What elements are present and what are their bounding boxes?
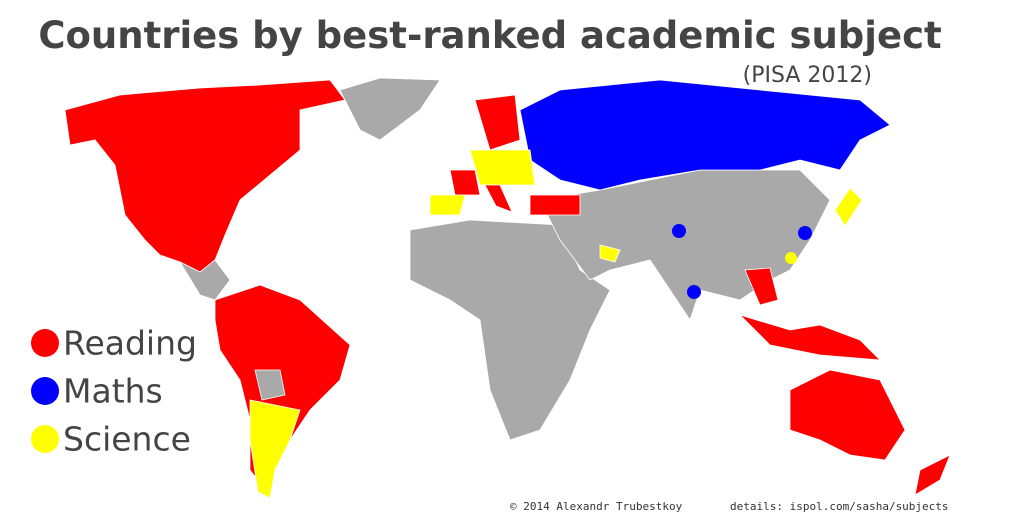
bolivia bbox=[254, 369, 286, 401]
region-dot bbox=[785, 252, 797, 264]
credit: © 2014 Alexandr Trubestkoy bbox=[510, 500, 683, 513]
north-america bbox=[64, 79, 346, 273]
gulf bbox=[599, 244, 621, 263]
france bbox=[449, 169, 481, 196]
legend-marker bbox=[31, 329, 59, 357]
details: details: ispol.com/sasha/subjects bbox=[730, 500, 949, 513]
argentina-chile bbox=[249, 399, 301, 499]
region-dot bbox=[672, 224, 686, 238]
italy bbox=[484, 184, 513, 213]
subtitle: (PISA 2012) bbox=[743, 63, 872, 88]
legend-label: Reading bbox=[63, 324, 197, 363]
scandinavia bbox=[474, 94, 521, 151]
region-dot bbox=[687, 285, 701, 299]
australia bbox=[789, 369, 906, 461]
title: Countries by best-ranked academic subjec… bbox=[38, 14, 941, 57]
legend: Reading Maths Science bbox=[31, 324, 197, 459]
iberia bbox=[429, 194, 466, 216]
indonesia bbox=[739, 314, 882, 361]
central-america bbox=[178, 259, 231, 301]
greenland bbox=[339, 77, 441, 141]
region-dot bbox=[256, 292, 268, 304]
legend-marker bbox=[31, 425, 59, 453]
legend-label: Maths bbox=[63, 372, 163, 411]
new-zealand bbox=[914, 454, 951, 496]
legend-marker bbox=[31, 377, 59, 405]
japan bbox=[834, 187, 863, 227]
russia bbox=[519, 79, 891, 191]
turkey bbox=[529, 194, 581, 216]
legend-label: Science bbox=[63, 420, 191, 459]
countries bbox=[64, 77, 951, 499]
region-dot bbox=[798, 226, 812, 240]
southeast-asia bbox=[744, 267, 779, 306]
central-europe bbox=[469, 149, 536, 186]
